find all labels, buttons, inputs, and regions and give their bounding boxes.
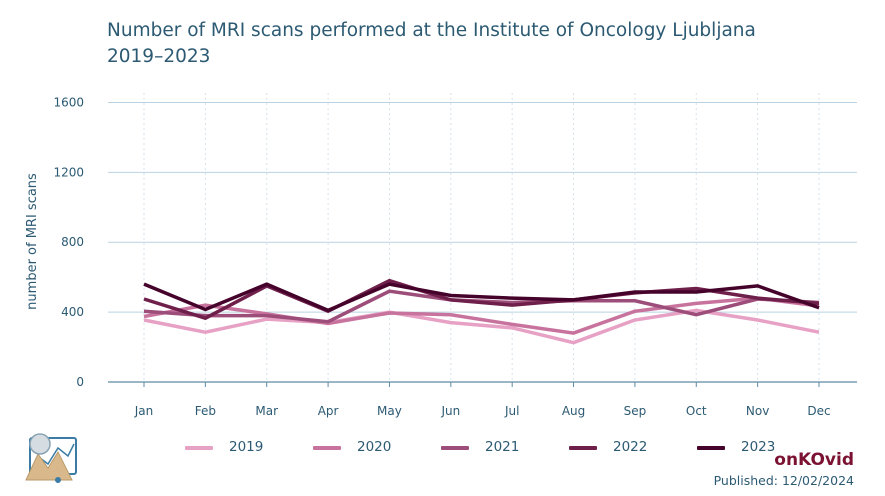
x-tick-label: Nov — [746, 404, 769, 418]
x-tick-label: Apr — [318, 404, 339, 418]
y-axis-label: number of MRI scans — [25, 173, 40, 310]
legend-label: 2021 — [485, 439, 520, 455]
x-gridlines — [143, 93, 820, 382]
axis-layer: 0 400 800 1200 1600 Jan Feb Mar Apr May Jun Jul Aug S… — [53, 95, 857, 418]
x-tick-label: Mar — [255, 404, 278, 418]
x-tick-label: Jun — [440, 404, 460, 418]
x-tick-label: Dec — [807, 404, 830, 418]
published-date: Published: 12/02/2024 — [713, 473, 854, 488]
x-tick-label: Sep — [624, 404, 647, 418]
x-tick-label: Feb — [195, 404, 216, 418]
landscape-chart-icon — [25, 433, 77, 483]
series-line-2020 — [143, 296, 820, 335]
legend-swatch — [185, 446, 213, 450]
x-tick-label: Jan — [134, 404, 154, 418]
y-tick-label: 800 — [61, 235, 84, 249]
y-tick-label: 1600 — [53, 95, 84, 109]
chart-title-line1: Number of MRI scans performed at the Ins… — [107, 20, 756, 41]
y-tick-label: 1200 — [53, 165, 84, 179]
y-tick-label: 400 — [61, 305, 84, 319]
legend-swatch — [697, 446, 725, 450]
chart-title-line2: 2019–2023 — [107, 46, 211, 67]
legend-label: 2020 — [357, 439, 392, 455]
x-tick-label: Jul — [504, 404, 519, 418]
chart-title: Number of MRI scans performed at the Ins… — [107, 18, 807, 70]
brand-name: onKOvid — [774, 450, 854, 470]
legend-label: 2023 — [741, 439, 776, 455]
legend-label: 2019 — [229, 439, 264, 455]
series-lines — [143, 278, 820, 345]
legend-swatch — [569, 446, 597, 450]
legend-swatch — [441, 446, 469, 450]
x-tick-label: May — [377, 404, 402, 418]
grid-layer — [108, 101, 857, 313]
y-tick-label: 0 — [76, 375, 84, 389]
legend-label: 2022 — [613, 439, 648, 455]
x-tick-label: Oct — [686, 404, 707, 418]
x-tick-label: Aug — [562, 404, 585, 418]
series-line-2023 — [143, 282, 820, 313]
legend-swatch — [313, 446, 341, 450]
